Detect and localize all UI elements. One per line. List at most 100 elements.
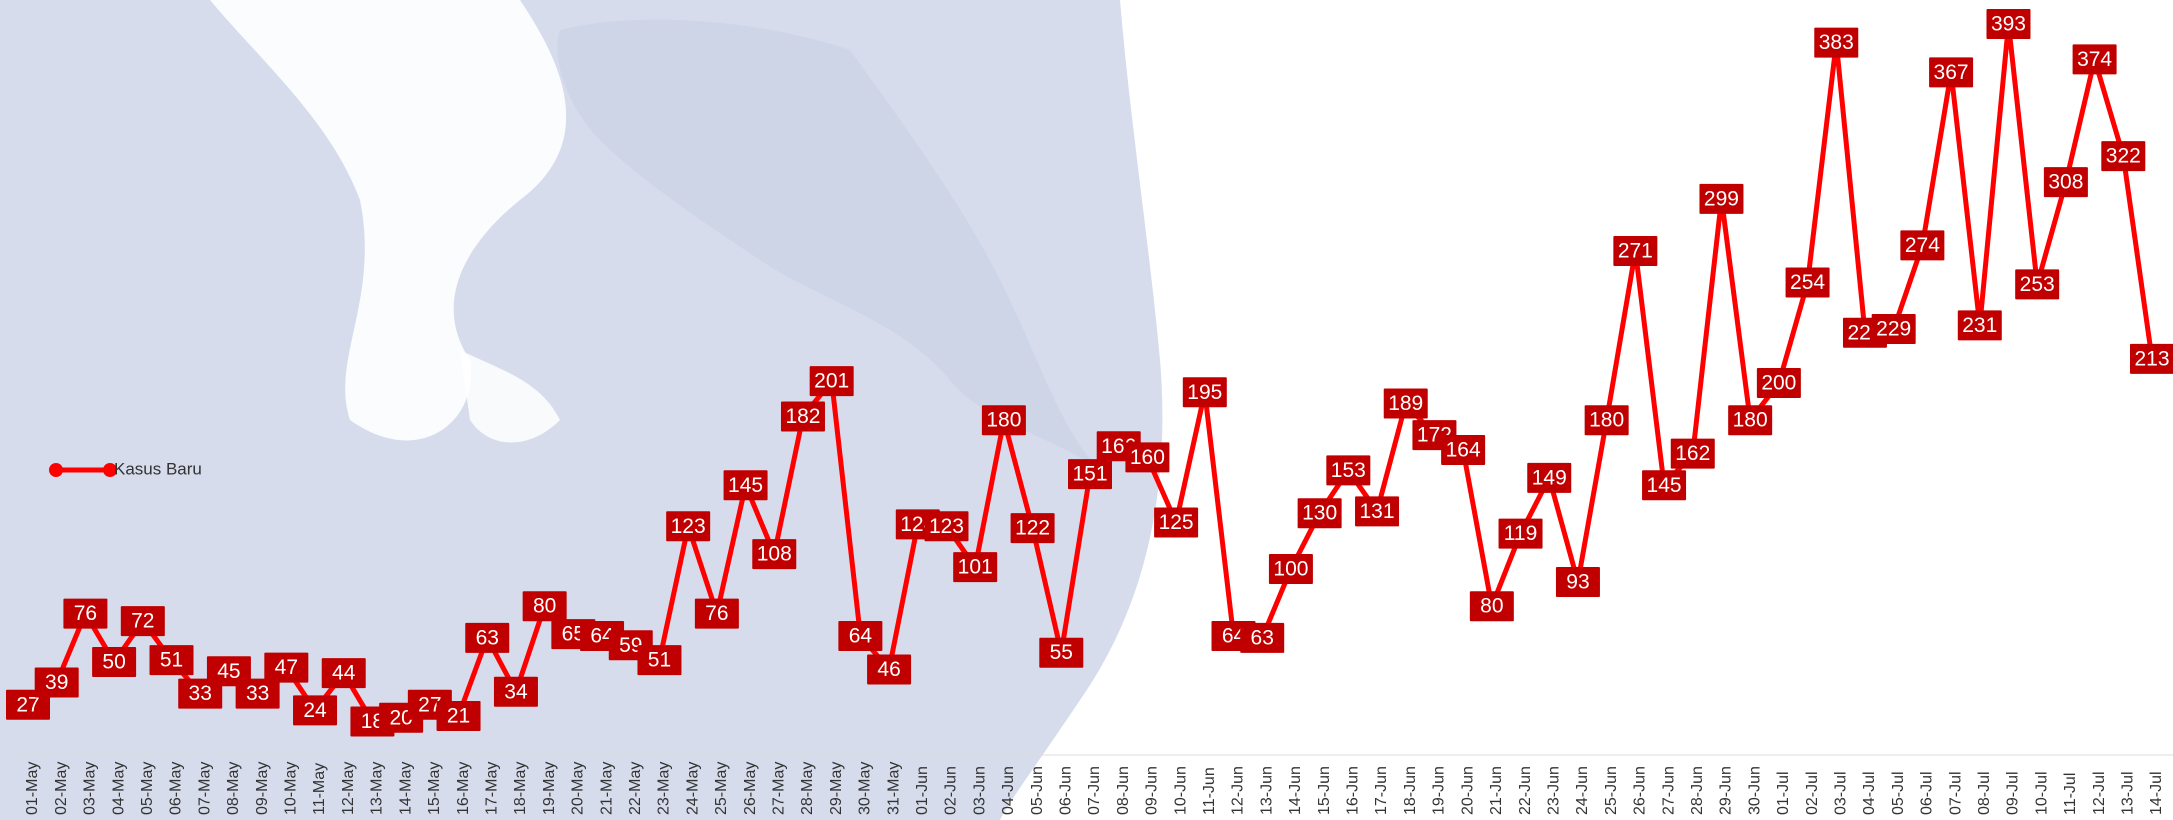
data-label: 200: [1761, 372, 1796, 395]
data-label: 64: [849, 625, 873, 648]
data-label-box: [2130, 343, 2173, 374]
data-label-box: [1125, 442, 1170, 473]
x-tick-label: 28-May: [799, 762, 816, 815]
data-label: 59: [619, 634, 642, 657]
x-tick-label: 05-Jun: [1029, 766, 1046, 815]
data-label-box: [264, 652, 309, 683]
x-tick-label: 06-May: [168, 762, 185, 815]
x-tick-label: 01-May: [24, 762, 41, 815]
data-label-box: [780, 401, 825, 432]
x-tick-label: 25-May: [713, 762, 730, 815]
x-tick-label: 06-Jun: [1058, 766, 1075, 815]
x-tick-label: 07-May: [196, 762, 213, 815]
data-label: 55: [1050, 641, 1073, 664]
x-tick-label: 07-Jun: [1086, 766, 1103, 815]
x-tick-label: 08-Jun: [1115, 766, 1132, 815]
data-label: 393: [1991, 13, 2026, 36]
x-tick-label: 05-Jul: [1890, 771, 1907, 815]
x-tick-label: 13-Jul: [2120, 771, 2137, 815]
data-label: 145: [728, 474, 763, 497]
x-tick-label: 17-Jun: [1373, 766, 1390, 815]
x-tick-label: 09-Jul: [2005, 771, 2022, 815]
x-tick-label: 10-Jul: [2033, 771, 2050, 815]
x-tick-label: 07-Jul: [1947, 771, 1964, 815]
data-label-box: [293, 695, 338, 726]
x-tick-label: 14-Jun: [1287, 766, 1304, 815]
data-label: 374: [2077, 48, 2112, 71]
data-label: 27: [418, 693, 441, 716]
data-label-box: [1010, 513, 1055, 544]
data-label: 130: [1302, 502, 1337, 525]
x-tick-label: 15-Jun: [1316, 766, 1333, 815]
data-label: 63: [1251, 626, 1274, 649]
data-label-box: [809, 366, 854, 397]
data-label-box: [2101, 141, 2146, 172]
data-label: 180: [1733, 409, 1768, 432]
data-label: 367: [1934, 61, 1969, 84]
x-tick-label: 20-Jun: [1459, 766, 1476, 815]
data-label-box: [436, 700, 481, 731]
data-label-box: [1642, 470, 1687, 501]
data-label-box: [1584, 405, 1629, 436]
data-label: 151: [1072, 463, 1107, 486]
data-label: 322: [2106, 145, 2141, 168]
x-tick-label: 11-Jun: [1201, 767, 1218, 815]
x-tick-label: 28-Jun: [1689, 766, 1706, 815]
data-label: 51: [160, 649, 183, 672]
x-tick-label: 10-May: [283, 762, 300, 815]
data-label-box: [321, 658, 366, 689]
data-label: 213: [2134, 347, 2169, 370]
data-label-box: [1814, 27, 1859, 58]
x-tick-label: 01-Jul: [1775, 771, 1792, 815]
data-label: 180: [986, 409, 1021, 432]
x-tick-label: 12-Jun: [1230, 766, 1247, 815]
data-label-box: [92, 647, 137, 677]
data-label-box: [1728, 405, 1773, 436]
data-label-box: [1268, 554, 1313, 584]
x-tick-label: 04-Jul: [1861, 771, 1878, 815]
data-label: 27: [16, 693, 39, 716]
data-label: 33: [189, 682, 212, 705]
data-label: 64: [590, 625, 614, 648]
data-label: 72: [131, 610, 154, 633]
data-label: 145: [1647, 474, 1682, 497]
x-tick-label: 18-Jun: [1402, 766, 1419, 815]
data-label-box: [1297, 498, 1342, 529]
data-label: 93: [1566, 571, 1589, 594]
x-tick-label: 08-Jul: [1976, 771, 1993, 815]
data-label: 195: [1187, 381, 1222, 404]
x-tick-label: 11-Jul: [2062, 773, 2079, 815]
data-label-box: [1039, 637, 1084, 668]
data-label: 39: [45, 671, 68, 694]
data-label: 44: [332, 662, 356, 685]
data-label-box: [694, 598, 739, 629]
x-tick-label: 03-Jun: [971, 766, 988, 815]
data-label-box: [1699, 183, 1744, 214]
data-label-box: [1613, 235, 1658, 266]
data-label: 122: [1015, 517, 1050, 540]
x-tick-label: 22-May: [627, 762, 644, 815]
x-tick-label: 17-May: [483, 762, 500, 815]
x-tick-label: 24-Jun: [1574, 766, 1591, 815]
data-label-box: [1929, 57, 1974, 88]
data-label-box: [235, 678, 280, 709]
x-tick-label: 30-Jun: [1746, 766, 1763, 815]
x-tick-label: 21-May: [598, 762, 615, 815]
data-label: 180: [1589, 409, 1624, 432]
data-label-box: [1068, 459, 1112, 490]
x-tick-label: 29-May: [828, 762, 845, 815]
x-tick-label: 19-Jun: [1431, 766, 1448, 815]
data-label: 383: [1819, 31, 1854, 54]
data-label-box: [723, 470, 768, 501]
x-tick-label: 13-May: [369, 762, 386, 815]
data-label-box: [1240, 622, 1285, 653]
x-tick-label: 12-May: [340, 762, 357, 815]
data-label-box: [1555, 567, 1600, 598]
data-label: 271: [1618, 239, 1653, 262]
x-tick-label: 02-Jul: [1804, 771, 1821, 815]
data-label: 65: [562, 623, 585, 646]
data-label-box: [1527, 462, 1572, 493]
data-label-box: [1326, 455, 1371, 486]
x-tick-label: 24-May: [684, 762, 701, 815]
